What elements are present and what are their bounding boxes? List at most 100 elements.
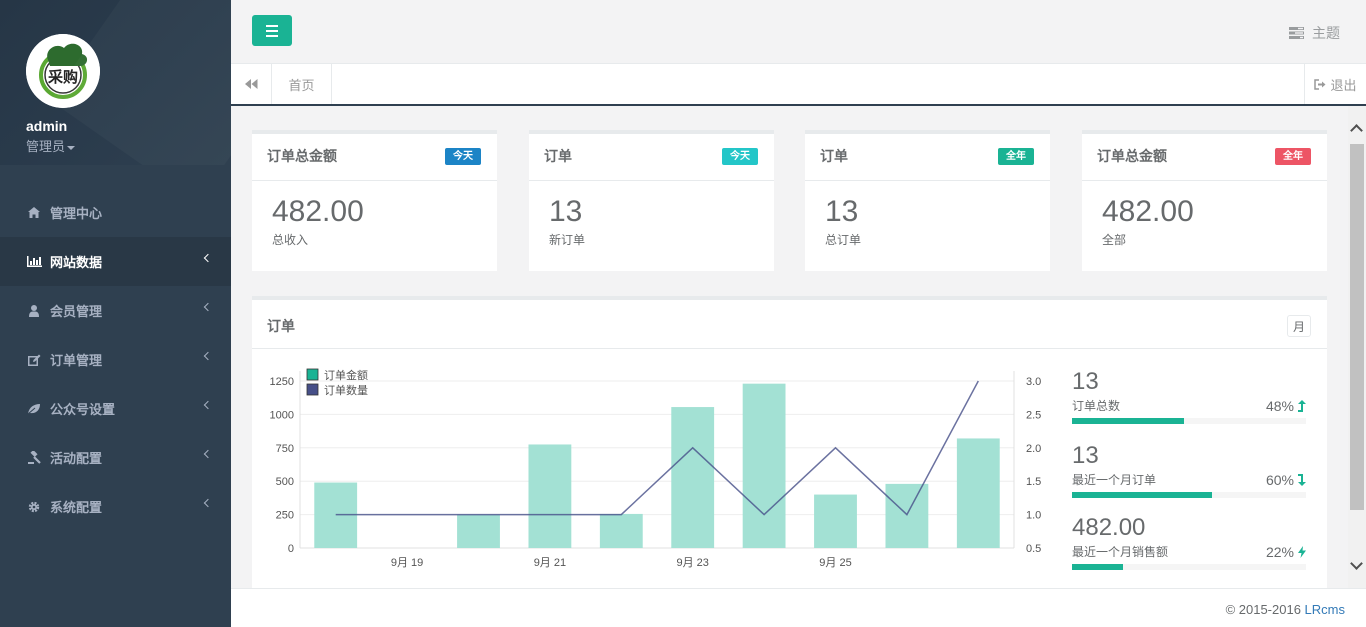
bar	[742, 383, 786, 548]
leaf-icon	[26, 401, 42, 417]
sidebar-item-orders[interactable]: 订单管理	[0, 335, 231, 384]
logout-button[interactable]: 退出	[1304, 64, 1366, 104]
kpi-percent: 60%	[1265, 471, 1294, 488]
tab-home[interactable]: 首页	[272, 64, 332, 104]
stat-card-value: 482.00	[272, 195, 364, 228]
stat-card-subtitle: 总订单	[825, 233, 862, 247]
bar	[885, 483, 929, 548]
chart-panel-title: 订单	[267, 318, 295, 334]
kpi-month-sales: 482.00 最近一个月销售额 22%	[1072, 515, 1306, 570]
kpi-value: 482.00	[1072, 514, 1146, 541]
bar-chart-icon	[26, 254, 42, 270]
profile: 采购 admin 管理员	[0, 0, 231, 165]
month-button[interactable]: 月	[1287, 315, 1311, 337]
main-content: 订单总金额 今天 482.00 总收入 订单 今天 13 新订单 订单 全年 1…	[231, 106, 1348, 588]
backward-icon	[244, 79, 257, 89]
y-left-tick-label: 750	[276, 443, 294, 455]
sidebar-item-system-config[interactable]: 系统配置	[0, 482, 231, 531]
stat-card-title: 订单总金额	[267, 148, 337, 164]
x-tick-label: 9月 23	[676, 557, 708, 569]
y-left-tick-label: 1250	[270, 376, 294, 388]
copyright-text: © 2015-2016	[1225, 602, 1305, 617]
stat-card-subtitle: 总收入	[272, 233, 309, 247]
logo-icon: 采购	[26, 34, 100, 108]
theme-button[interactable]: 主题	[1289, 23, 1340, 43]
bar	[528, 444, 572, 548]
stat-card-title: 订单	[820, 148, 848, 164]
gear-icon	[26, 499, 42, 515]
sidebar-item-activity-config[interactable]: 活动配置	[0, 433, 231, 482]
chart-panel-header: 订单 月	[252, 300, 1327, 349]
logout-label: 退出	[1330, 77, 1357, 93]
user-role-dropdown[interactable]: 管理员	[26, 136, 231, 155]
legend-label: 订单金额	[324, 368, 368, 382]
tasks-icon	[1289, 27, 1304, 39]
chevron-left-icon	[203, 302, 213, 312]
copyright: © 2015-2016 LRcms	[1226, 602, 1345, 617]
stat-card-value: 13	[825, 195, 859, 228]
sidebar-item-label: 系统配置	[50, 500, 103, 515]
svg-text:采购: 采购	[47, 68, 78, 86]
kpi-month-orders: 13 最近一个月订单 60%	[1072, 443, 1306, 498]
stat-card-today-amount: 订单总金额 今天 482.00 总收入	[252, 130, 497, 271]
kpi-percent: 48%	[1265, 397, 1294, 414]
user-role-label: 管理员	[26, 139, 66, 154]
brand-link[interactable]: LRcms	[1304, 602, 1345, 617]
stat-card-header: 订单 全年	[805, 134, 1050, 181]
stat-card-title: 订单总金额	[1097, 148, 1167, 164]
sidebar-item-dashboard[interactable]: 管理中心	[0, 188, 231, 237]
scrollbar-thumb[interactable]	[1350, 144, 1364, 510]
chevron-left-icon	[203, 400, 213, 410]
tab-scroll-left-button[interactable]	[231, 64, 272, 104]
sidebar: 采购 admin 管理员 管理中心 网站数据 会员管理	[0, 0, 231, 627]
sidebar-item-site-data[interactable]: 网站数据	[0, 237, 231, 286]
level-up-icon	[1298, 399, 1306, 412]
sidebar-item-label: 管理中心	[50, 206, 103, 221]
sidebar-item-label: 公众号设置	[50, 402, 116, 417]
x-tick-label: 9月 21	[534, 557, 566, 569]
stat-card-badge: 今天	[445, 148, 481, 165]
bar	[457, 514, 500, 548]
stat-card-year-amount: 订单总金额 全年 482.00 全部	[1082, 130, 1327, 271]
sidebar-item-label: 会员管理	[50, 304, 103, 319]
sign-out-icon	[1314, 78, 1326, 90]
legend-swatch	[306, 368, 319, 381]
sidebar-item-wechat-settings[interactable]: 公众号设置	[0, 384, 231, 433]
chevron-left-icon	[203, 498, 213, 508]
y-left-tick-label: 500	[276, 476, 294, 488]
caret-down-icon	[67, 145, 76, 150]
stat-card-today-orders: 订单 今天 13 新订单	[529, 130, 774, 271]
chevron-left-icon	[203, 253, 213, 263]
bar	[956, 438, 1000, 548]
side-menu: 管理中心 网站数据 会员管理 订单管理 公众号	[0, 188, 231, 531]
y-right-tick-label: 1.0	[1026, 510, 1041, 522]
kpi-progress	[1072, 418, 1306, 424]
stat-card-value: 13	[549, 195, 583, 228]
stat-card-year-orders: 订单 全年 13 总订单	[805, 130, 1050, 271]
sidebar-item-label: 网站数据	[50, 255, 103, 270]
content-scrollbar[interactable]	[1348, 106, 1366, 588]
legend-swatch	[306, 383, 319, 396]
scroll-down-icon[interactable]	[1350, 557, 1363, 570]
kpi-label: 最近一个月销售额	[1072, 545, 1169, 559]
stat-card-header: 订单总金额 今天	[252, 134, 497, 181]
menu-toggle-button[interactable]	[252, 15, 292, 46]
x-tick-label: 9月 19	[391, 557, 423, 569]
chevron-left-icon	[203, 449, 213, 459]
stat-card-badge: 全年	[998, 148, 1034, 165]
edit-icon	[26, 352, 42, 368]
stat-card-subtitle: 新订单	[549, 233, 586, 247]
kpi-value: 13	[1072, 368, 1099, 395]
theme-label: 主题	[1312, 25, 1340, 41]
sidebar-item-members[interactable]: 会员管理	[0, 286, 231, 335]
user-name[interactable]: admin	[26, 118, 68, 134]
bar	[814, 494, 857, 548]
x-tick-label: 9月 25	[819, 557, 851, 569]
avatar[interactable]: 采购	[26, 34, 100, 108]
user-icon	[26, 303, 42, 319]
orders-chart: 0 250 500 750 1000 1250 0.5 1.0 1.5 2.0 2.5 3.0 9月 1…	[270, 368, 1042, 569]
scroll-up-icon[interactable]	[1350, 124, 1363, 137]
sidebar-item-label: 活动配置	[50, 451, 103, 466]
y-left-tick-label: 1000	[270, 409, 294, 421]
stat-card-badge: 今天	[722, 148, 758, 165]
